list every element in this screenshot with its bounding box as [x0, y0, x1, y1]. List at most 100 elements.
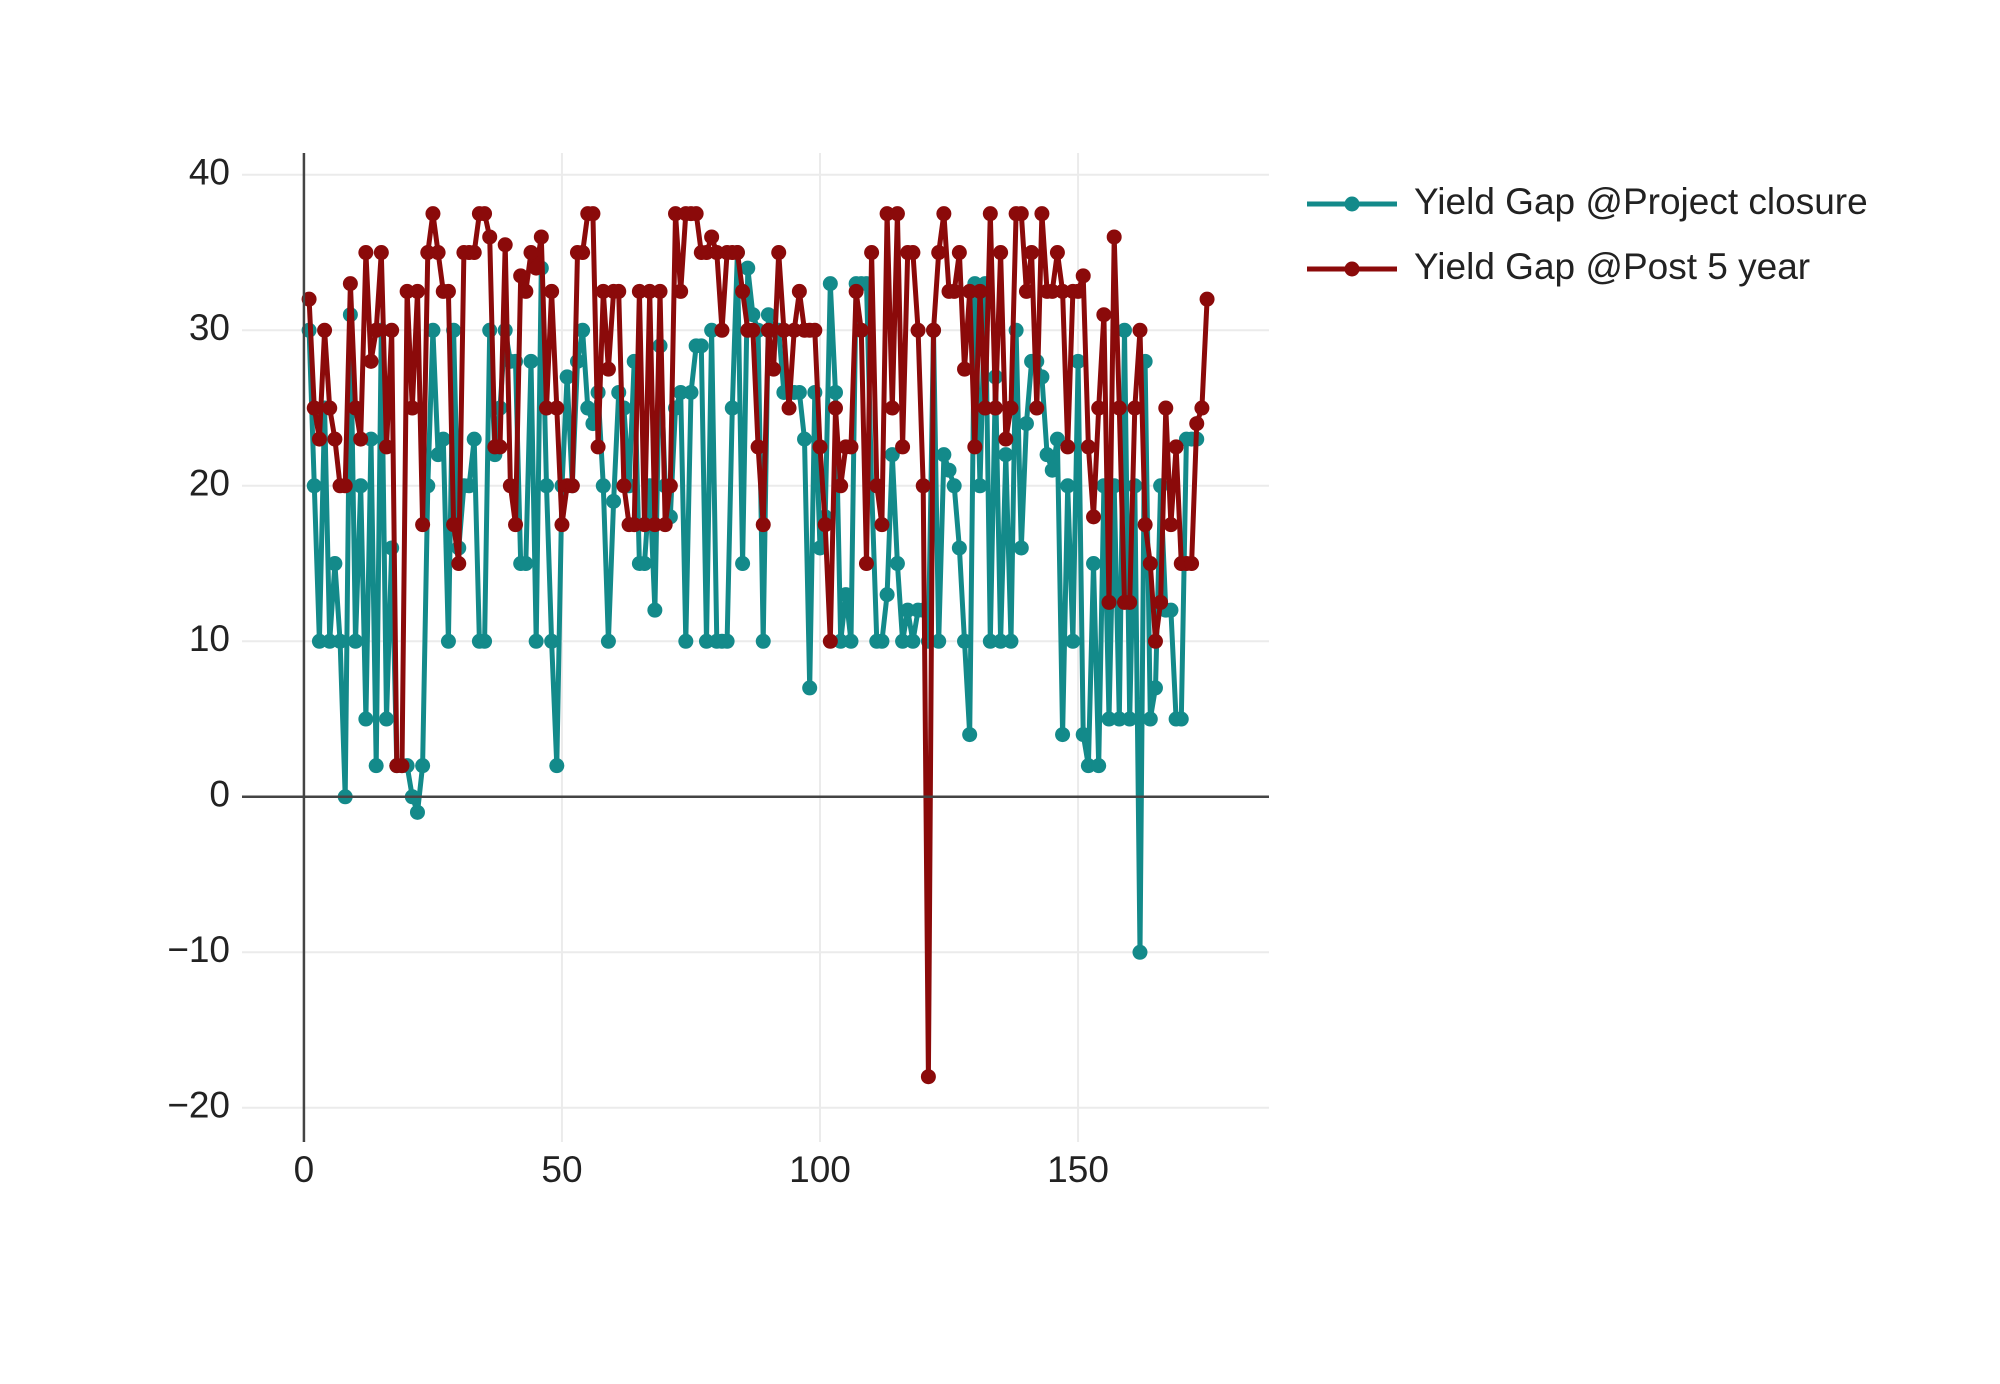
data-point — [1055, 283, 1071, 299]
data-point — [1029, 400, 1045, 416]
data-point — [879, 206, 895, 222]
data-point — [657, 517, 673, 533]
data-point — [332, 633, 348, 649]
data-point — [575, 322, 591, 338]
data-point — [755, 517, 771, 533]
data-point — [1044, 283, 1060, 299]
data-point — [348, 633, 364, 649]
data-point — [1199, 291, 1215, 307]
data-point — [616, 478, 632, 494]
data-point — [379, 711, 395, 727]
data-point — [900, 602, 916, 618]
data-point — [987, 400, 1003, 416]
data-point — [1101, 711, 1117, 727]
data-point — [1018, 283, 1034, 299]
data-point — [1091, 758, 1107, 774]
data-point — [554, 517, 570, 533]
data-point — [477, 633, 493, 649]
data-point — [1034, 206, 1050, 222]
data-point — [755, 633, 771, 649]
data-point — [559, 369, 575, 385]
data-point — [435, 431, 451, 447]
data-point — [957, 361, 973, 377]
x-tick-label: 150 — [1047, 1149, 1109, 1190]
data-point — [771, 245, 787, 261]
data-point — [884, 400, 900, 416]
data-point — [415, 517, 431, 533]
y-tick-label: −10 — [167, 929, 230, 970]
data-point — [977, 400, 993, 416]
data-point — [544, 633, 560, 649]
data-point — [420, 245, 436, 261]
data-point — [704, 322, 720, 338]
data-point — [993, 633, 1009, 649]
data-point — [477, 206, 493, 222]
data-point — [1194, 400, 1210, 416]
data-point — [342, 276, 358, 292]
y-tick-label: 30 — [189, 307, 230, 348]
data-point — [425, 322, 441, 338]
data-point — [1189, 416, 1205, 432]
data-point — [600, 361, 616, 377]
data-point — [895, 633, 911, 649]
data-point — [1086, 556, 1102, 572]
data-point — [709, 245, 725, 261]
data-point — [1075, 727, 1091, 743]
data-point — [1075, 268, 1091, 284]
data-point — [853, 322, 869, 338]
data-point — [858, 556, 874, 572]
data-point — [1137, 517, 1153, 533]
data-point — [631, 283, 647, 299]
data-point — [946, 283, 962, 299]
data-point — [1122, 594, 1138, 610]
data-point — [1147, 680, 1163, 696]
data-point — [353, 431, 369, 447]
data-point — [698, 633, 714, 649]
data-point — [1024, 245, 1040, 261]
data-point — [693, 338, 709, 354]
data-point — [678, 633, 694, 649]
data-point — [833, 633, 849, 649]
data-point — [962, 727, 978, 743]
data-point — [595, 283, 611, 299]
y-tick-label: 10 — [189, 618, 230, 659]
data-point — [1142, 711, 1158, 727]
data-point — [590, 439, 606, 455]
data-point — [735, 283, 751, 299]
data-point — [931, 633, 947, 649]
data-point — [451, 556, 467, 572]
data-point — [585, 206, 601, 222]
data-point — [327, 556, 343, 572]
data-point — [848, 283, 864, 299]
data-point — [668, 206, 684, 222]
data-point — [905, 633, 921, 649]
data-point — [322, 633, 338, 649]
data-point — [926, 322, 942, 338]
data-point — [827, 384, 843, 400]
legend-label: Yield Gap @Post 5 year — [1414, 246, 1810, 287]
data-point — [611, 283, 627, 299]
data-point — [791, 384, 807, 400]
data-point — [306, 478, 322, 494]
data-point — [446, 517, 462, 533]
data-point — [440, 283, 456, 299]
data-point — [1070, 283, 1086, 299]
data-point — [895, 439, 911, 455]
data-point — [1018, 416, 1034, 432]
data-point — [1106, 229, 1122, 245]
data-point — [724, 400, 740, 416]
data-point — [306, 400, 322, 416]
data-point — [311, 633, 327, 649]
data-point — [941, 462, 957, 478]
data-point — [502, 478, 518, 494]
data-point — [673, 283, 689, 299]
data-point — [1173, 711, 1189, 727]
data-point — [698, 245, 714, 261]
legend-marker — [1344, 261, 1360, 277]
data-point — [1049, 245, 1065, 261]
data-point — [1127, 400, 1143, 416]
data-point — [404, 400, 420, 416]
data-point — [884, 447, 900, 463]
zero-lines — [242, 153, 1269, 1142]
data-point — [1101, 594, 1117, 610]
